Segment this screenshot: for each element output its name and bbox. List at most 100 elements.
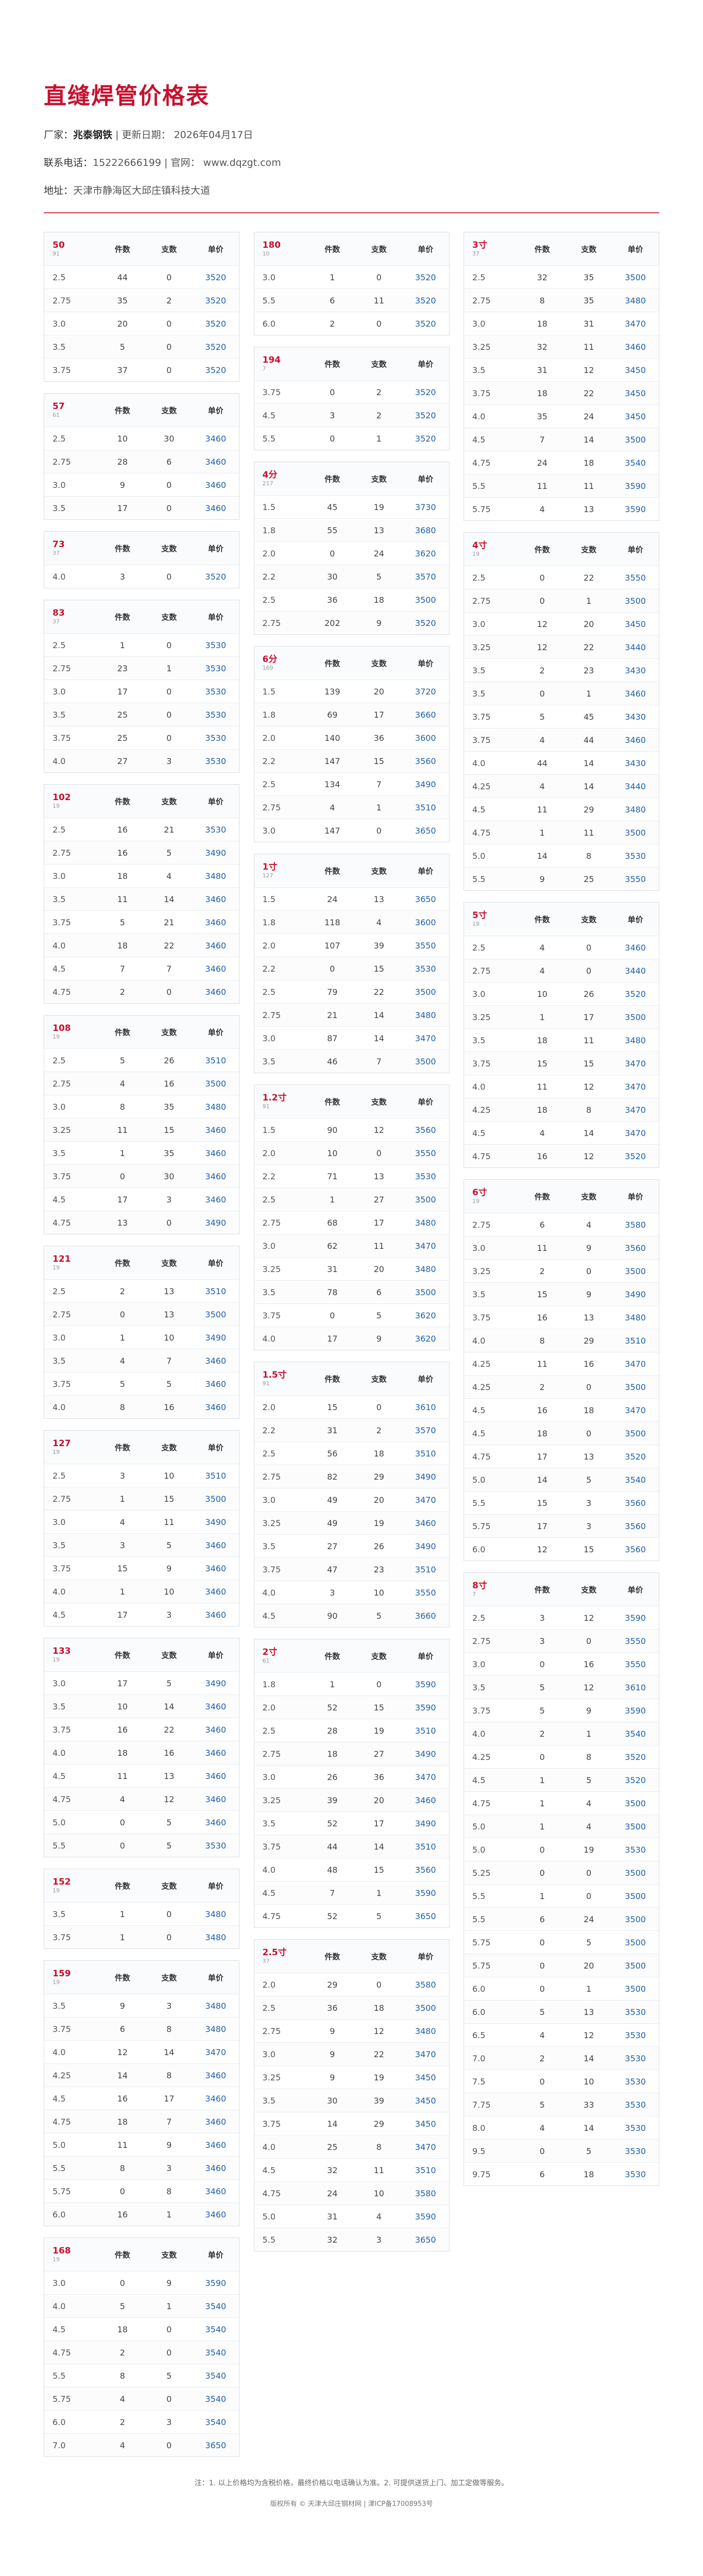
bundles-cell: 0	[586, 942, 592, 953]
price-cell: 3500	[415, 987, 436, 997]
table-row: 3.5 1 0 3480	[44, 1902, 239, 1925]
spec-label: 127 19	[44, 1438, 99, 1456]
price-cell: 3480	[625, 804, 646, 815]
table-row: 3.0 49 20 3470	[254, 1488, 449, 1511]
price-cell: 3460	[415, 1518, 436, 1528]
spec-name: 159	[53, 1969, 71, 1979]
bundles-cell: 15	[584, 1544, 594, 1554]
pieces-cell: 0	[539, 1752, 545, 1762]
bundles-cell: 36	[373, 733, 384, 743]
spec-header-row: 1寸 127 件数 支数 单价	[254, 854, 449, 887]
pieces-header: 件数	[324, 244, 340, 254]
table-row: 4.5 7 7 3460	[44, 957, 239, 980]
spec-sub: 19	[53, 2256, 60, 2263]
pieces-cell: 18	[537, 1105, 547, 1115]
bundles-cell: 1	[166, 2301, 172, 2311]
price-cell: 3560	[625, 1544, 646, 1554]
price-cell: 3520	[205, 571, 227, 582]
price-header: 单价	[208, 244, 224, 254]
pieces-header: 件数	[324, 658, 340, 668]
table-row: 3.75 15 15 3470	[464, 1052, 659, 1075]
pieces-cell: 79	[327, 987, 338, 997]
site-link[interactable]: www.dqzgt.com	[203, 157, 281, 168]
thickness-cell: 2.75	[53, 1309, 71, 1319]
table-row: 2.5 1 27 3500	[254, 1188, 449, 1211]
price-header: 单价	[418, 1097, 434, 1107]
table-row: 2.75 35 2 3520	[44, 289, 239, 312]
price-cell: 3460	[205, 894, 227, 904]
spec-header-row: 4寸 19 件数 支数 单价	[464, 533, 659, 566]
spec-header-row: 3寸 37 件数 支数 单价	[464, 232, 659, 265]
thickness-cell: 3.0	[262, 825, 276, 836]
bundles-cell: 39	[373, 2095, 384, 2106]
thickness-cell: 2.75	[472, 596, 491, 606]
price-header: 单价	[418, 244, 434, 254]
bundles-header: 支数	[161, 1881, 177, 1891]
thickness-cell: 6.0	[472, 1544, 486, 1554]
pieces-header: 件数	[114, 405, 130, 415]
contact-line: 联系电话：15222666199 | 官网： www.dqzgt.com	[44, 156, 659, 170]
price-header: 单价	[208, 1258, 224, 1268]
pieces-cell: 107	[324, 940, 340, 951]
price-cell: 3730	[415, 502, 436, 512]
table-row: 7.0 4 0 3650	[44, 2433, 239, 2456]
thickness-cell: 2.5	[262, 1448, 276, 1459]
thickness-cell: 3.75	[262, 387, 281, 397]
price-cell: 3650	[415, 825, 436, 836]
spec-sub: 169	[262, 665, 273, 671]
pieces-cell: 71	[327, 1171, 338, 1181]
bundles-cell: 0	[376, 1148, 382, 1158]
table-row: 2.5 36 18 3500	[254, 588, 449, 611]
table-row: 3.0 0 9 3590	[44, 2271, 239, 2294]
pieces-cell: 31	[327, 1264, 338, 1274]
table-row: 2.5 10 30 3460	[44, 427, 239, 450]
pieces-cell: 0	[119, 2278, 125, 2288]
table-row: 2.2 71 13 3530	[254, 1164, 449, 1188]
thickness-cell: 7.0	[472, 2053, 486, 2063]
bundles-cell: 9	[166, 2278, 172, 2288]
pieces-cell: 16	[117, 2093, 128, 2104]
bundles-header: 支数	[371, 1952, 387, 1961]
price-cell: 3460	[205, 1794, 227, 1804]
bundles-cell: 0	[376, 318, 382, 329]
bundles-cell: 0	[166, 2347, 172, 2358]
price-cell: 3450	[625, 365, 646, 375]
thickness-cell: 3.5	[472, 365, 486, 375]
table-row: 4.0 48 15 3560	[254, 1858, 449, 1881]
bundles-cell: 0	[166, 1932, 172, 1942]
table-row: 4.0 27 3 3530	[44, 749, 239, 772]
table-row: 2.75 0 13 3500	[44, 1302, 239, 1326]
pieces-cell: 5	[539, 711, 545, 722]
price-header: 单价	[418, 658, 434, 668]
pieces-cell: 17	[117, 1194, 128, 1205]
pieces-cell: 17	[117, 1609, 128, 1620]
pieces-cell: 87	[327, 1033, 338, 1043]
bundles-cell: 19	[584, 1844, 594, 1855]
table-row: 3.75 5 45 3430	[464, 705, 659, 728]
thickness-cell: 4.25	[472, 1752, 491, 1762]
table-row: 5.0 0 5 3460	[44, 1810, 239, 1834]
price-cell: 3470	[625, 1081, 646, 1092]
bundles-cell: 4	[166, 871, 172, 881]
thickness-cell: 2.0	[262, 1702, 276, 1713]
spec-header-row: 6分 169 件数 支数 单价	[254, 647, 449, 680]
bundles-cell: 36	[373, 1772, 384, 1782]
price-cell: 3490	[205, 848, 227, 858]
spec-name: 108	[53, 1023, 71, 1033]
thickness-cell: 2.75	[262, 1749, 281, 1759]
table-row: 3.75 0 2 3520	[254, 380, 449, 403]
table-row: 3.5 0 1 3460	[464, 682, 659, 705]
spec-header-row: 6寸 19 件数 支数 单价	[464, 1180, 659, 1213]
bundles-cell: 0	[166, 480, 172, 490]
thickness-cell: 2.5	[262, 2003, 276, 2013]
pieces-cell: 3	[539, 1613, 545, 1623]
table-row: 5.0 31 4 3590	[254, 2205, 449, 2228]
phone-number[interactable]: 15222666199	[93, 157, 161, 168]
bundles-cell: 2	[166, 295, 172, 306]
pieces-cell: 30	[327, 571, 338, 582]
spec-name: 4分	[262, 470, 278, 480]
pieces-cell: 17	[537, 1451, 547, 1462]
bundles-header: 支数	[161, 1258, 177, 1268]
price-cell: 3550	[415, 1587, 436, 1598]
